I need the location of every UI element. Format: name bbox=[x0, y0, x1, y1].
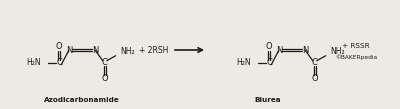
Text: O: O bbox=[56, 42, 62, 51]
Text: N: N bbox=[92, 45, 98, 54]
Text: O: O bbox=[266, 42, 272, 51]
Text: C: C bbox=[56, 58, 62, 67]
Text: Biurea: Biurea bbox=[255, 97, 281, 103]
Text: C: C bbox=[102, 58, 108, 67]
Text: O: O bbox=[102, 74, 108, 83]
Text: H₂N: H₂N bbox=[27, 58, 41, 67]
Text: N: N bbox=[302, 45, 308, 54]
Text: NH₂: NH₂ bbox=[331, 47, 345, 56]
Text: Azodicarbonamide: Azodicarbonamide bbox=[44, 97, 120, 103]
Text: H₂N: H₂N bbox=[237, 58, 251, 67]
Text: O: O bbox=[312, 74, 318, 83]
Text: C: C bbox=[266, 58, 272, 67]
Text: ©BAKERpedia: ©BAKERpedia bbox=[335, 54, 377, 60]
Text: NH₂: NH₂ bbox=[121, 47, 135, 56]
Text: + RSSR: + RSSR bbox=[342, 43, 370, 49]
Text: N: N bbox=[276, 45, 282, 54]
Text: C: C bbox=[312, 58, 318, 67]
Text: + 2RSH: + 2RSH bbox=[139, 45, 169, 54]
Text: N: N bbox=[66, 45, 72, 54]
